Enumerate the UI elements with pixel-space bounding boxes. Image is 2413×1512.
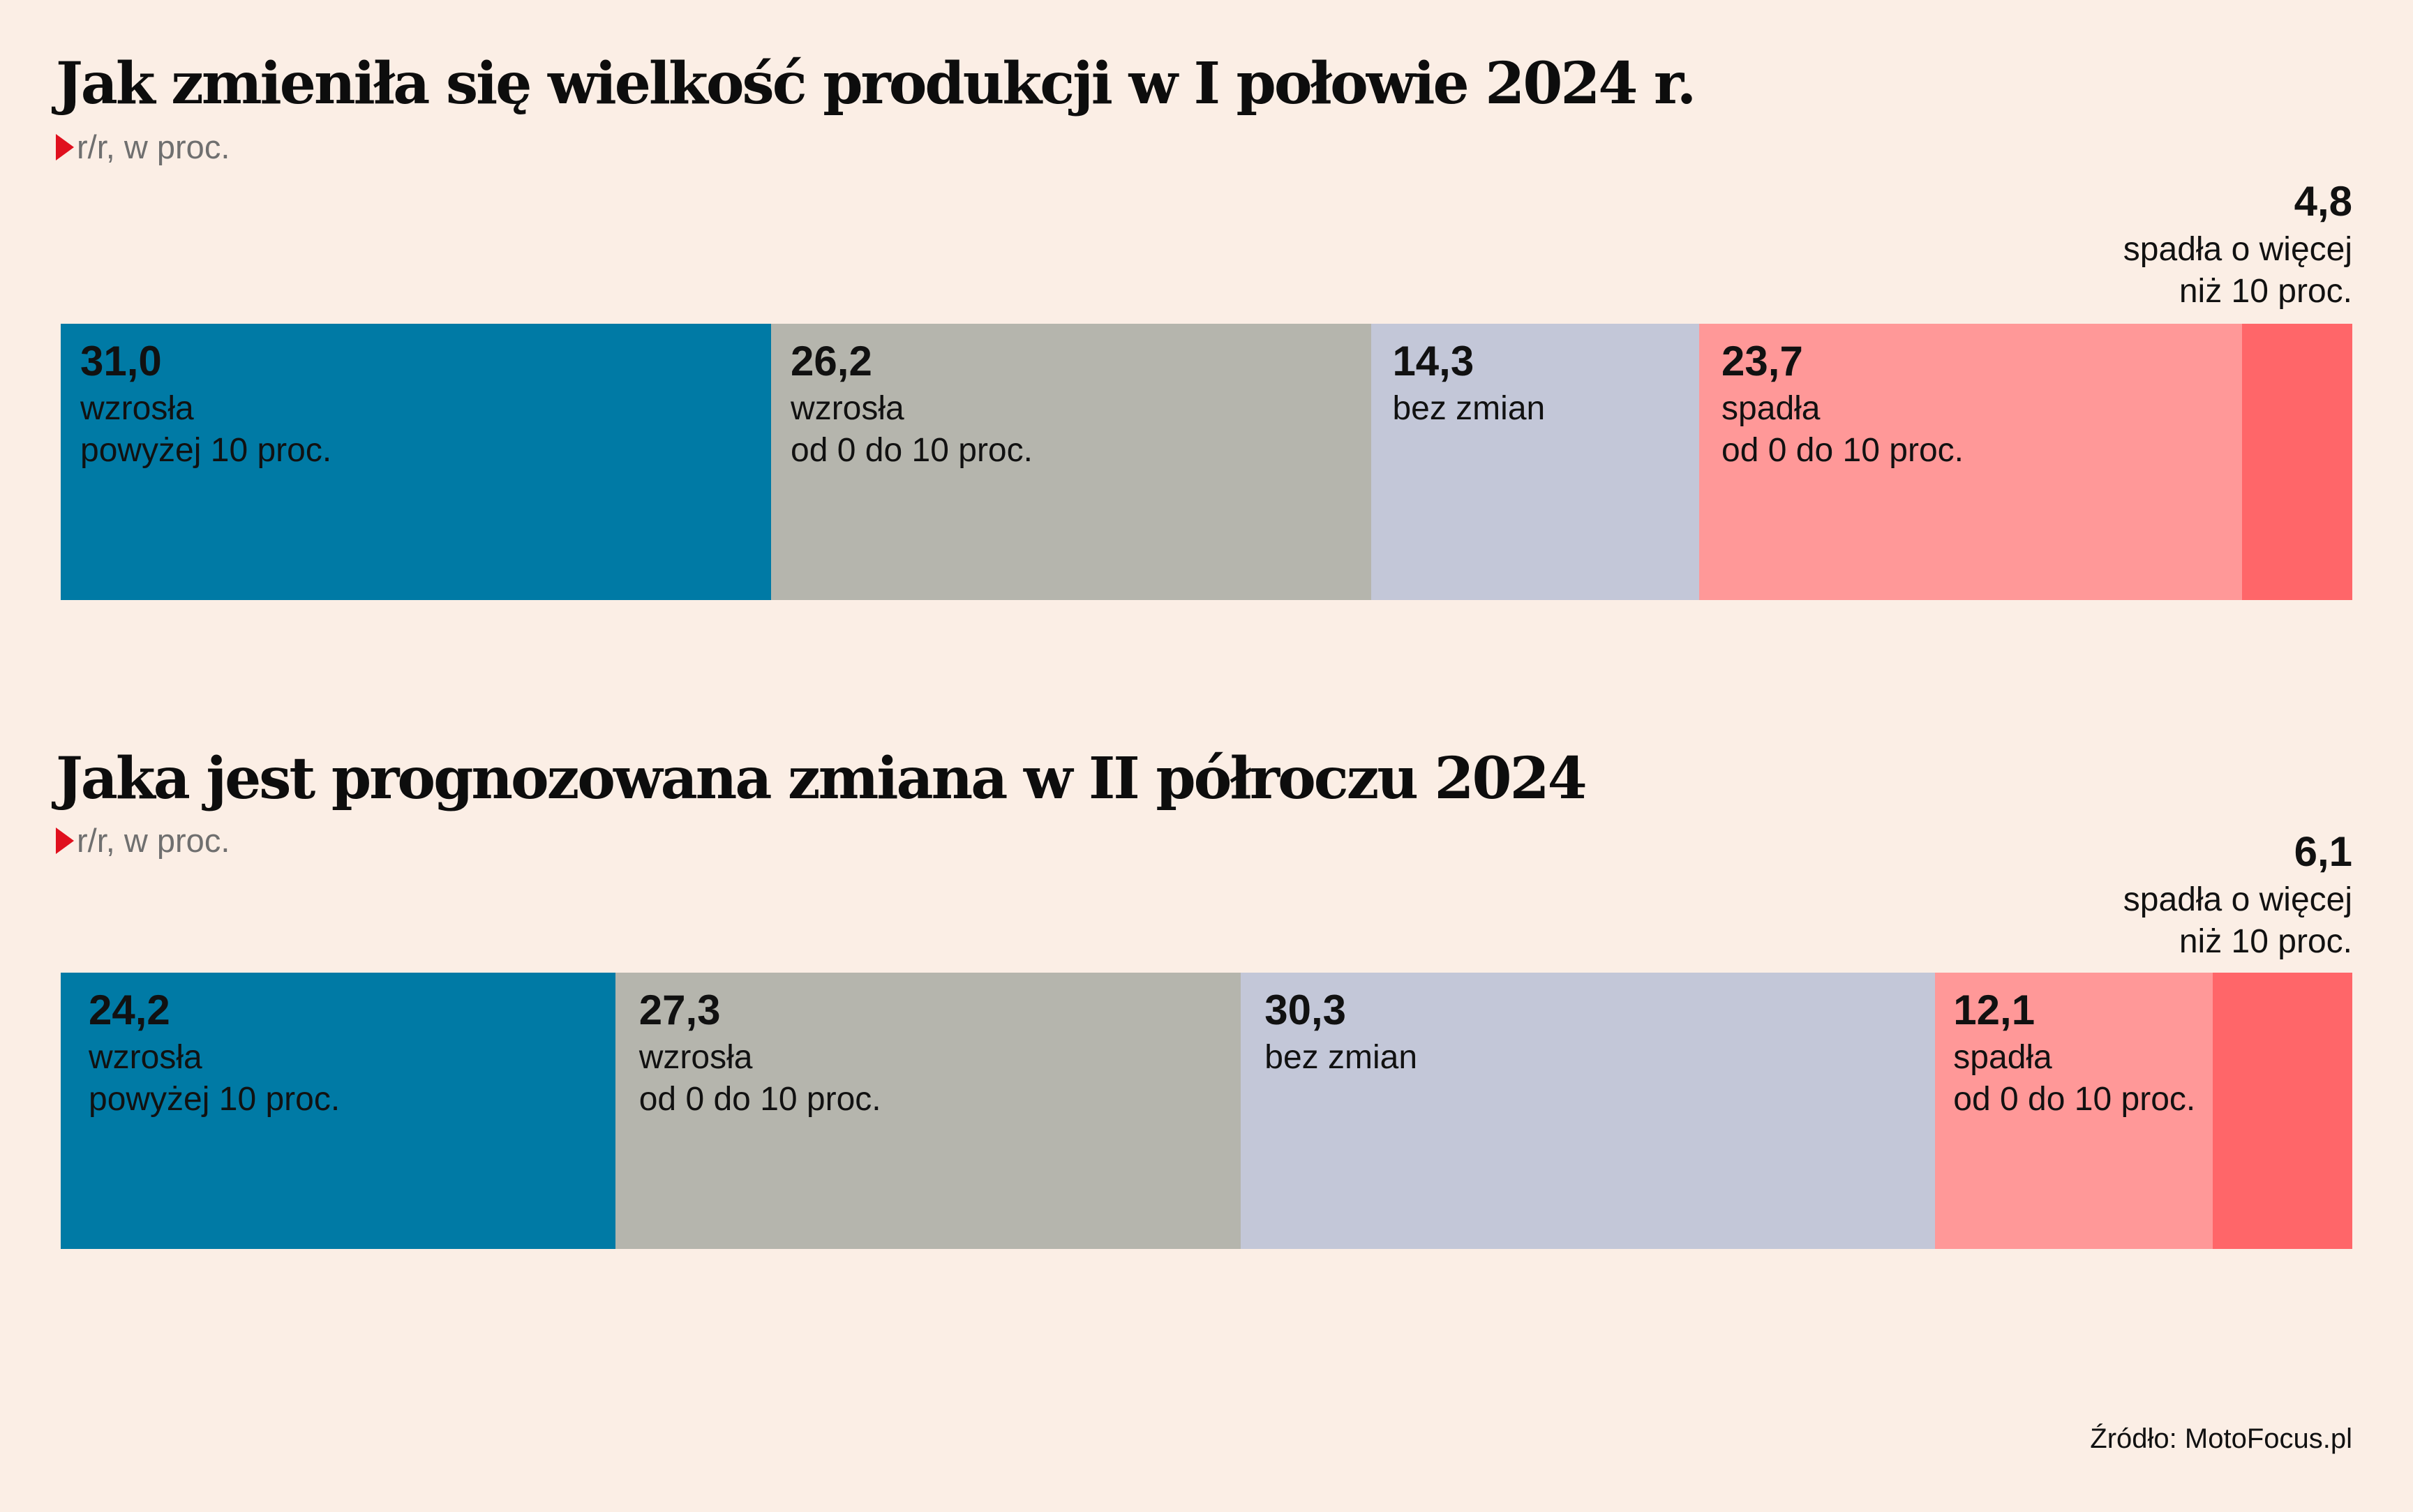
- chart-2-bar-segment-4: 12,1 spadła od 0 do 10 proc.: [1935, 973, 2213, 1249]
- triangle-marker-icon: [56, 133, 74, 160]
- chart-1-bar-segment-3: 14,3 bez zmian: [1371, 324, 1700, 600]
- chart-1-outside-label: 4,8 spadła o więcej niż 10 proc.: [2123, 174, 2352, 313]
- chart-2-category-line1-4: spadła: [1953, 1039, 2052, 1076]
- chart-1-bar-segment-4: 23,7 spadła od 0 do 10 proc.: [1699, 324, 2243, 600]
- chart-2-bar-segment-5: [2212, 973, 2352, 1249]
- chart-2-category-line1-2: wzrosła: [638, 1039, 753, 1076]
- chart-2-segment-label-4: 12,1 spadła od 0 do 10 proc.: [1953, 984, 2195, 1121]
- chart-1-segment-label-3: 14,3 bez zmian: [1392, 335, 1545, 430]
- chart-2-segment-label-2: 27,3 wzrosła od 0 do 10 proc.: [639, 984, 881, 1121]
- source-note: Źródło: MotoFocus.pl: [2090, 1423, 2352, 1454]
- chart-1-bar-segment-2: 26,2 wzrosła od 0 do 10 proc.: [771, 324, 1372, 600]
- chart-2-subtitle: r/r, w proc.: [56, 821, 230, 860]
- chart-1-category-line1-2: wzrosła: [791, 390, 904, 427]
- chart-2-bar-segment-1: 24,2 wzrosła powyżej 10 proc.: [61, 973, 615, 1249]
- chart-1-bar-segment-1: 31,0 wzrosła powyżej 10 proc.: [61, 324, 772, 600]
- chart-1-value-label-4: 23,7: [1721, 338, 1803, 384]
- chart-2-value-label-4: 12,1: [1953, 987, 2035, 1033]
- chart-1-subtitle-text: r/r, w proc.: [77, 128, 230, 165]
- chart-1-subtitle: r/r, w proc.: [56, 128, 230, 166]
- chart-2-stacked-bar: 24,2 wzrosła powyżej 10 proc. 27,3 wzrosła od…: [61, 973, 2352, 1249]
- chart-2-segment-label-3: 30,3 bez zmian: [1264, 984, 1417, 1079]
- chart-2-value-label-3: 30,3: [1264, 987, 1347, 1033]
- chart-1-category-line1-4: spadła: [1721, 390, 1821, 427]
- chart-2-outside-label: 6,1 spadła o więcej niż 10 proc.: [2123, 825, 2352, 963]
- chart-1-value-label-2: 26,2: [791, 338, 872, 384]
- chart-1-category-line1-1: wzrosła: [80, 390, 194, 427]
- chart-1-category-line2-1: powyżej 10 proc.: [80, 432, 332, 469]
- chart-2-category-line2-4: od 0 do 10 proc.: [1953, 1081, 2196, 1118]
- triangle-marker-icon: [56, 827, 74, 854]
- chart-1-category-line2-4: od 0 do 10 proc.: [1721, 432, 1964, 469]
- chart-2-category-line2-5: niż 10 proc.: [2179, 923, 2352, 960]
- chart-2-category-line1-3: bez zmian: [1264, 1039, 1418, 1076]
- chart-2-segment-label-1: 24,2 wzrosła powyżej 10 proc.: [89, 984, 340, 1121]
- chart-2-title: Jaka jest prognozowana zmiana w II półro…: [56, 745, 1588, 812]
- chart-2-value-label-1: 24,2: [89, 987, 170, 1033]
- chart-2-bar-segment-2: 27,3 wzrosła od 0 do 10 proc.: [615, 973, 1241, 1249]
- chart-1-segment-label-4: 23,7 spadła od 0 do 10 proc.: [1721, 335, 1964, 472]
- chart-2-bar-segment-3: 30,3 bez zmian: [1241, 973, 1936, 1249]
- chart-1-category-line2-5: niż 10 proc.: [2179, 273, 2352, 310]
- chart-1-category-line2-2: od 0 do 10 proc.: [791, 432, 1033, 469]
- chart-2-value-label-2: 27,3: [638, 987, 721, 1033]
- chart-1-title: Jak zmieniła się wielkość produkcji w I …: [56, 50, 1696, 117]
- chart-1-category-line1-5: spadła o więcej: [2123, 231, 2352, 268]
- chart-2-value-label-5: 6,1: [2294, 828, 2352, 875]
- chart-1-segment-label-2: 26,2 wzrosła od 0 do 10 proc.: [791, 335, 1033, 472]
- chart-1-category-line1-3: bez zmian: [1392, 390, 1546, 427]
- chart-2-category-line2-2: od 0 do 10 proc.: [638, 1081, 881, 1118]
- chart-2-category-line1-5: spadła o więcej: [2123, 881, 2352, 918]
- chart-1-value-label-1: 31,0: [80, 338, 162, 384]
- chart-1-stacked-bar: 31,0 wzrosła powyżej 10 proc. 26,2 wzrosła od…: [61, 324, 2352, 600]
- chart-2-category-line2-1: powyżej 10 proc.: [89, 1081, 341, 1118]
- chart-1-segment-label-1: 31,0 wzrosła powyżej 10 proc.: [80, 335, 331, 472]
- chart-1-value-label-5: 4,8: [2294, 178, 2352, 225]
- chart-2-category-line1-1: wzrosła: [89, 1039, 202, 1076]
- chart-2-subtitle-text: r/r, w proc.: [77, 822, 230, 859]
- chart-1-value-label-3: 14,3: [1392, 338, 1474, 384]
- chart-1-bar-segment-5: [2242, 324, 2352, 600]
